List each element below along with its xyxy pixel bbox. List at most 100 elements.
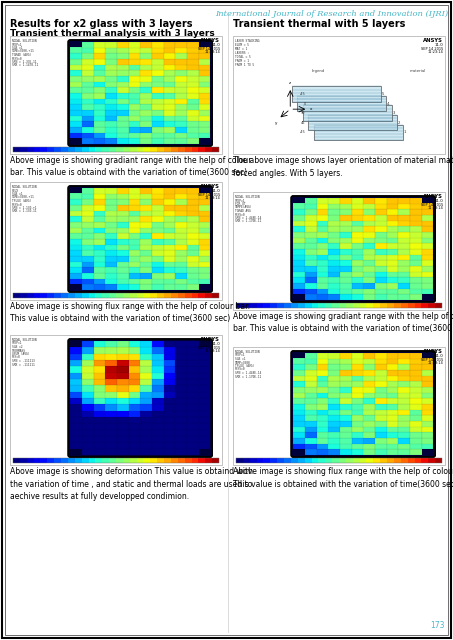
Text: STEP=1: STEP=1 xyxy=(12,42,23,47)
Bar xyxy=(82,379,94,385)
Text: USUM (AVG): USUM (AVG) xyxy=(12,352,29,356)
Bar xyxy=(305,204,317,209)
Bar xyxy=(340,214,352,221)
Bar xyxy=(305,353,317,358)
Bar xyxy=(375,358,387,364)
Bar xyxy=(94,284,106,290)
Bar xyxy=(398,370,410,376)
Bar xyxy=(129,109,140,116)
Bar xyxy=(363,353,375,358)
Bar xyxy=(198,47,211,53)
Bar xyxy=(198,199,211,205)
Bar xyxy=(129,239,140,244)
Bar xyxy=(116,293,123,298)
Bar xyxy=(387,458,394,463)
Bar xyxy=(205,458,212,463)
Bar xyxy=(175,353,187,360)
Bar xyxy=(317,249,328,255)
Bar xyxy=(175,273,187,278)
Text: SUB =1: SUB =1 xyxy=(235,357,246,361)
Bar xyxy=(410,370,422,376)
Bar xyxy=(363,198,375,204)
Text: 4: 4 xyxy=(387,102,390,106)
Bar xyxy=(82,132,94,138)
Bar xyxy=(117,47,129,53)
Bar xyxy=(116,458,123,463)
Bar xyxy=(187,442,199,449)
Bar xyxy=(398,358,410,364)
Bar xyxy=(164,59,175,65)
Bar xyxy=(47,293,54,298)
Bar xyxy=(375,404,387,410)
Bar xyxy=(117,199,129,205)
FancyBboxPatch shape xyxy=(68,186,212,292)
Bar xyxy=(317,387,328,393)
Bar xyxy=(82,293,89,298)
Bar xyxy=(328,198,340,204)
Bar xyxy=(105,104,117,110)
Bar xyxy=(164,278,175,284)
Bar xyxy=(363,376,375,381)
Bar xyxy=(340,381,352,387)
Bar xyxy=(94,127,106,132)
Bar xyxy=(82,347,94,354)
Bar xyxy=(105,132,117,138)
Bar xyxy=(129,353,140,360)
Bar xyxy=(175,397,187,404)
Bar xyxy=(175,233,187,239)
Text: SMX = 1.170E-11: SMX = 1.170E-11 xyxy=(235,220,261,223)
Bar xyxy=(387,303,394,308)
Bar xyxy=(305,410,317,415)
Bar xyxy=(94,193,106,199)
Bar xyxy=(410,410,422,415)
Bar xyxy=(10,182,222,300)
Bar xyxy=(129,417,140,423)
Bar xyxy=(70,442,82,449)
Bar xyxy=(109,458,116,463)
Bar xyxy=(82,267,94,273)
Bar xyxy=(175,256,187,262)
Text: MAT = 1: MAT = 1 xyxy=(235,47,247,51)
Bar xyxy=(82,458,89,463)
Bar xyxy=(82,442,94,449)
Bar xyxy=(164,205,175,211)
Bar xyxy=(70,273,82,278)
Bar xyxy=(352,426,363,433)
Bar xyxy=(140,429,152,436)
Text: TGRAD (AVG): TGRAD (AVG) xyxy=(12,53,31,57)
Bar xyxy=(13,293,219,298)
Bar xyxy=(421,214,434,221)
Bar xyxy=(129,379,140,385)
Bar xyxy=(339,303,346,308)
Bar xyxy=(140,216,152,222)
Bar xyxy=(386,214,399,221)
Bar xyxy=(94,227,106,234)
Bar xyxy=(82,216,94,222)
Bar xyxy=(94,65,106,70)
Bar xyxy=(152,360,164,366)
Bar xyxy=(398,209,410,215)
FancyBboxPatch shape xyxy=(291,351,435,457)
Bar xyxy=(164,410,175,417)
Bar xyxy=(70,115,82,122)
Bar xyxy=(305,277,317,283)
Bar xyxy=(140,138,152,144)
Bar xyxy=(398,271,410,277)
Bar xyxy=(187,239,199,244)
Bar xyxy=(94,221,106,228)
Bar xyxy=(198,256,211,262)
Bar xyxy=(340,209,352,215)
Bar xyxy=(175,267,187,273)
Bar xyxy=(421,426,434,433)
Bar xyxy=(140,76,152,82)
Bar xyxy=(192,458,199,463)
Bar xyxy=(105,239,117,244)
Bar xyxy=(352,381,363,387)
Bar xyxy=(305,398,317,404)
Text: TFLUX (AVG): TFLUX (AVG) xyxy=(12,199,31,203)
Bar xyxy=(94,392,106,398)
Bar xyxy=(340,410,352,415)
Bar xyxy=(305,458,312,463)
Bar xyxy=(305,243,317,249)
Bar xyxy=(105,256,117,262)
